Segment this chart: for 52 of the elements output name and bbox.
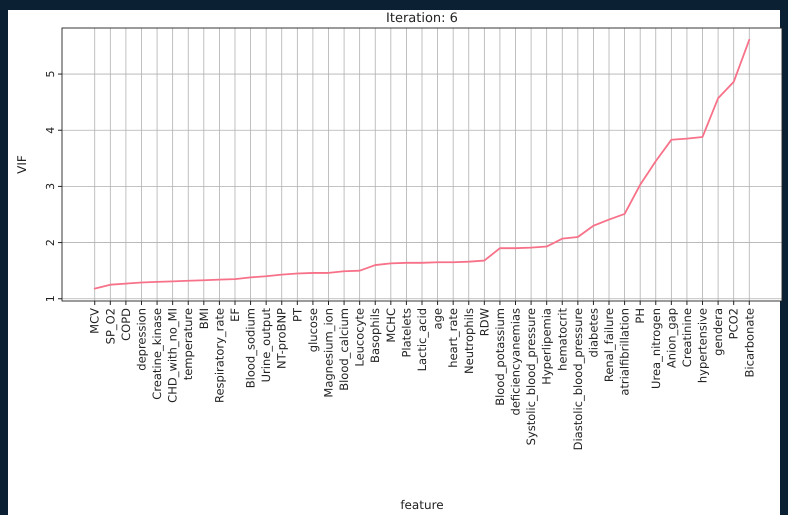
x-tick-label: gendera [711,308,726,356]
y-tick-label: 5 [44,70,57,78]
line-series [94,38,750,290]
x-tick-label: age [430,308,445,330]
x-tick-label: SP_O2 [103,308,118,344]
x-tick-label: Blood_sodium [244,308,258,388]
y-axis-title: VIF [15,155,29,174]
x-tick-label: Systolic_blood_pressure [524,308,538,446]
x-tick-label: atrialfibrillation [618,308,632,396]
x-tick-label: temperature [181,308,196,380]
chart-title: Iteration: 6 [386,11,458,26]
x-tick-label: PT [290,307,304,322]
x-tick-label: COPD [118,308,133,341]
x-tick-label: Bicarbonate [742,308,756,378]
x-tick-label: Urea_nitrogen [648,308,663,389]
y-tick-label: 3 [44,182,57,190]
x-tick-label: PCO2 [726,308,741,340]
x-tick-label: Platelets [399,308,414,358]
x-tick-label: heart_rate [446,308,460,368]
x-tick-label: CHD_with_no_MI [166,308,180,403]
x-tick-label: Renal_failure [602,308,616,382]
x-tick-label: Anion_gap [664,308,678,368]
x-tick-label: glucose [306,308,320,352]
x-tick-label: MCHC [384,308,398,343]
x-tick-label: diabetes [586,308,600,358]
x-tick-label: Respiratory_rate [212,308,226,403]
x-tick-label: Lactic_acid [415,308,429,372]
x-tick-label: deficiencyanemias [508,308,523,416]
x-axis-title: feature [400,498,444,512]
x-tick-label: NT-proBNP [274,308,289,369]
x-tick-label: Creatinine [680,308,694,368]
x-tick-label: RDW [477,308,492,336]
x-tick-label: Magnesium_ion [321,308,336,398]
x-tick-label: Hyperlipemia [540,308,554,385]
x-tick-label: hypertensive [696,308,710,384]
x-tick-label: MCV [88,308,102,334]
x-tick-label: Basophils [368,308,382,363]
x-tick-label: BMI [196,308,211,330]
x-tick-label: Urine_output [259,308,274,382]
x-tick-label: PH [633,308,648,324]
x-tick-label: Diastolic_blood_pressure [570,308,585,450]
x-tick-label: depression [134,308,148,371]
x-tick-label: EF [228,308,242,322]
x-tick-label: Leucocyte [352,308,367,367]
y-tick-label: 1 [44,295,57,302]
y-tick-label: 2 [44,239,57,246]
x-tick-label: Blood_potassium [492,308,507,406]
x-tick-label: Neutrophils [462,308,476,374]
x-tick-label: Blood_calcium [337,308,352,391]
x-tick-label: hematocrit [555,308,570,371]
x-tick-label: Creatine_kinase [150,308,164,400]
y-tick-label: 4 [44,126,57,134]
